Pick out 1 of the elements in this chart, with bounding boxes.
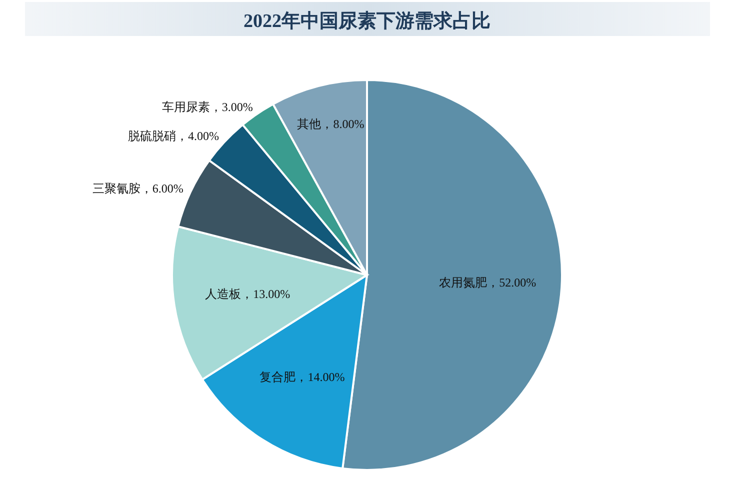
chart-title: 2022年中国尿素下游需求占比	[244, 10, 490, 32]
